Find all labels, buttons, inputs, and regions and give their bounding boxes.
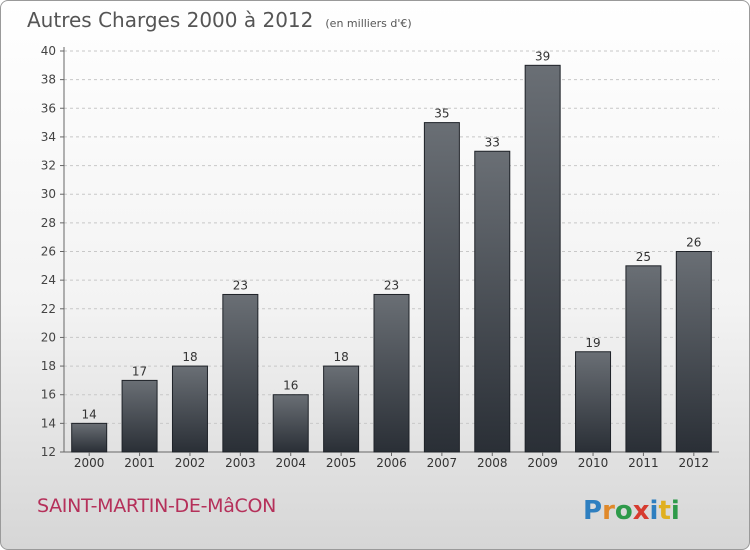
data-label: 17 [132,364,147,378]
y-tick-label: 18 [41,359,56,373]
data-label: 23 [384,278,399,292]
bar-2000 [71,422,108,453]
bar-2002 [171,365,208,453]
data-label: 18 [333,350,348,364]
x-tick-label: 2006 [376,456,407,470]
bar-2006 [373,293,410,453]
x-tick-label: 2000 [74,456,105,470]
x-tick-label: 2003 [225,456,256,470]
y-tick-label: 20 [41,330,56,344]
y-tick-label: 40 [41,44,56,58]
x-tick-label: 2009 [527,456,558,470]
bar-2001 [121,379,158,453]
chart-title: Autres Charges 2000 à 2012 (en milliers d… [27,8,412,32]
commune-name: SAINT-MARTIN-DE-MâCON [37,495,277,517]
bar-2007 [423,122,460,453]
y-tick-label: 34 [41,130,56,144]
x-tick-label: 2007 [427,456,458,470]
chart-title-text: Autres Charges 2000 à 2012 [27,8,314,32]
y-tick-label: 14 [41,416,56,430]
data-label: 33 [485,135,500,149]
bar-2003 [222,293,259,453]
bar-2009 [524,64,561,453]
data-label: 16 [283,379,298,393]
data-label: 25 [636,250,651,264]
x-tick-label: 2012 [679,456,710,470]
y-tick-label: 26 [41,245,56,259]
y-tick-label: 22 [41,302,56,316]
data-label: 23 [233,278,248,292]
y-tick-label: 36 [41,101,56,115]
bar-2004 [272,394,309,453]
x-tick-label: 2008 [477,456,508,470]
y-tick-label: 16 [41,388,56,402]
bar-2012 [675,251,712,453]
bar-2008 [474,150,511,453]
chart-unit: (en milliers d'€) [325,17,412,30]
data-label: 39 [535,49,550,63]
data-label: 19 [585,336,600,350]
proxiti-logo: Proxiti [583,496,680,526]
y-tick-label: 28 [41,216,56,230]
x-tick-label: 2005 [326,456,357,470]
x-tick-label: 2004 [275,456,306,470]
y-tick-label: 32 [41,159,56,173]
bar-2005 [323,365,360,453]
x-tick-label: 2011 [628,456,659,470]
y-tick-label: 30 [41,187,56,201]
data-label: 26 [686,236,701,250]
y-tick-label: 38 [41,73,56,87]
bar-2010 [575,351,612,453]
x-tick-label: 2002 [175,456,206,470]
data-label: 18 [182,350,197,364]
x-tick-label: 2001 [124,456,155,470]
y-tick-label: 24 [41,273,56,287]
bar-2011 [625,265,662,453]
data-label: 35 [434,107,449,121]
x-tick-label: 2010 [578,456,609,470]
y-tick-label: 12 [41,445,56,459]
svg-text:Proxiti: Proxiti [583,496,680,526]
data-label: 14 [82,407,97,421]
